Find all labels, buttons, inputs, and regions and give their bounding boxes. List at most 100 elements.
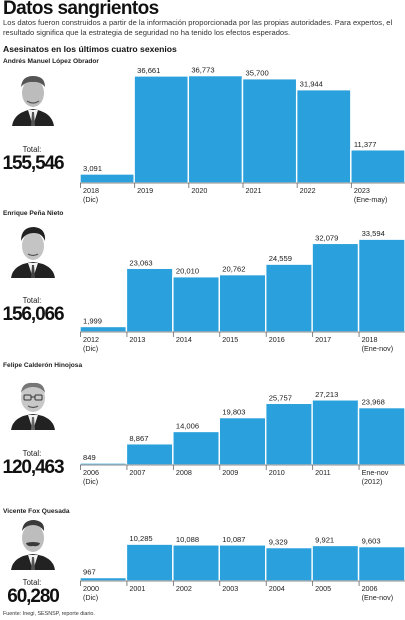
bar: [265, 546, 313, 582]
x-tick-label: (Dic): [83, 593, 98, 602]
bar: [125, 543, 174, 582]
bar: [218, 544, 267, 582]
source-note: Fuente: Inegi, SESNSP, reporte diario.: [3, 611, 95, 617]
bar: [79, 325, 128, 333]
president-name: Enrique Peña Nieto: [3, 210, 64, 217]
x-tick-label: (Ene-nov): [362, 344, 394, 353]
bar: [187, 74, 244, 184]
chart-svg: 967 2000(Dic) 10,285 2001 10,088 2002 10,087 20…: [79, 534, 405, 602]
x-tick-label: 2022: [300, 186, 316, 195]
x-tick-label: 2008: [176, 468, 192, 477]
page-title: Datos sangrientos: [3, 0, 159, 19]
bar: [241, 78, 298, 184]
bar: [125, 267, 174, 333]
president-name: Andrés Manuel López Obrador: [3, 58, 99, 65]
total-label: Total:: [22, 578, 42, 587]
bar: [172, 544, 220, 582]
bar-value-label: 3,091: [83, 164, 102, 173]
total-value: 155,546: [2, 153, 65, 174]
x-tick-label: 2005: [315, 584, 331, 593]
bar-chart-epn: 1,999 2012 (Dic) 23,063 2013 20,010 2014 20,762…: [79, 210, 405, 360]
panel-epn: Enrique Peña Nieto Total: 156,066 1,999 2…: [0, 210, 405, 360]
portrait-amlo: [8, 72, 58, 126]
bar: [79, 576, 128, 582]
x-tick-label: 2006: [83, 468, 99, 477]
bar-value-label: 20,762: [222, 265, 245, 274]
x-tick-label: 2014: [176, 335, 192, 344]
total-label: Total:: [22, 449, 42, 458]
portrait-epn: [8, 224, 58, 278]
x-tick-label: 2007: [129, 468, 145, 477]
bar: [350, 149, 405, 184]
bar: [295, 88, 352, 184]
bar-value-label: 20,010: [176, 267, 199, 276]
total-value: 60,280: [7, 586, 60, 607]
bar-chart-amlo: 3,091 2018 (Dic) 36,661 2019 36,773 2020 35,700…: [79, 58, 405, 206]
bar-value-label: 9,921: [315, 535, 334, 544]
bar-value-label: 10,088: [176, 535, 199, 544]
bar: [357, 238, 405, 333]
x-tick-label: 2021: [246, 186, 262, 195]
x-tick-label: 2006: [362, 584, 378, 593]
x-tick-label: (Ene-may): [354, 195, 388, 204]
bar-value-label: 9,329: [269, 538, 288, 547]
x-tick-label: 2003: [222, 584, 238, 593]
bar-value-label: 36,773: [191, 66, 214, 75]
portrait-calderon: [8, 376, 58, 430]
bar-value-label: 25,757: [269, 393, 292, 402]
bar-value-label: 967: [83, 568, 96, 577]
chart-svg: 3,091 2018(Dic) 36,661 2019 36,773 2020 35,700…: [79, 66, 405, 204]
x-tick-label: 2009: [222, 468, 238, 477]
chart-svg: 849 2006(Dic) 8,867 2007 14,006 2008 19,803 200…: [79, 390, 405, 486]
bar-value-label: 10,285: [129, 534, 152, 543]
x-tick-label: 2002: [176, 584, 192, 593]
bar: [79, 173, 135, 184]
total-value: 156,066: [2, 304, 65, 325]
bar: [172, 276, 220, 333]
bar: [311, 544, 360, 582]
x-tick-label: 2020: [191, 186, 207, 195]
x-tick-label: 2015: [222, 335, 238, 344]
x-tick-label: (Dic): [83, 477, 98, 486]
bar: [172, 430, 220, 466]
x-tick-label: (2012): [362, 477, 383, 486]
x-tick-label: 2000: [83, 584, 99, 593]
bar: [265, 263, 313, 333]
president-name: Vicente Fox Quesada: [3, 508, 70, 515]
portrait-fox: [8, 516, 58, 570]
bar-value-label: 24,559: [269, 254, 292, 263]
bar-value-label: 33,594: [362, 229, 385, 238]
x-tick-label: (Dic): [83, 344, 98, 353]
bar: [218, 416, 267, 466]
bar-value-label: 14,006: [176, 421, 199, 430]
bar-value-label: 1,999: [83, 316, 102, 325]
panel-amlo: Andrés Manuel López Obrador Total: 155,5…: [0, 58, 405, 206]
president-name: Felipe Calderón Hinojosa: [3, 362, 83, 369]
bar-chart-calderon: 849 2006 (Dic) 8,867 2007 14,006 2008 19,803 200…: [79, 362, 405, 507]
bar-value-label: 9,603: [362, 537, 381, 546]
x-tick-label: 2011: [315, 468, 330, 477]
x-tick-label: 2013: [129, 335, 145, 344]
total-value: 120,463: [2, 457, 65, 478]
bar: [218, 273, 267, 333]
x-tick-label: 2010: [269, 468, 285, 477]
bar: [311, 399, 360, 466]
x-tick-label: 2016: [269, 335, 285, 344]
x-tick-label: (Dic): [83, 195, 98, 204]
bar-value-label: 35,700: [246, 69, 269, 78]
x-tick-label: 2012: [83, 335, 99, 344]
bar: [125, 443, 174, 466]
bar: [265, 402, 313, 466]
bar-value-label: 36,661: [137, 66, 160, 75]
bar-value-label: 8,867: [129, 434, 148, 443]
bar-value-label: 27,213: [315, 390, 338, 399]
x-tick-label: 2023: [354, 186, 370, 195]
bar: [357, 406, 405, 466]
panel-calderon: Felipe Calderón Hinojosa Total: 120,463 …: [0, 362, 405, 507]
x-tick-label: 2017: [315, 335, 331, 344]
total-label: Total:: [22, 296, 42, 305]
bar-value-label: 23,063: [129, 258, 152, 267]
bar-value-label: 31,944: [300, 80, 323, 89]
x-tick-label: Ene-nov: [362, 468, 389, 477]
total-label: Total:: [22, 145, 42, 154]
